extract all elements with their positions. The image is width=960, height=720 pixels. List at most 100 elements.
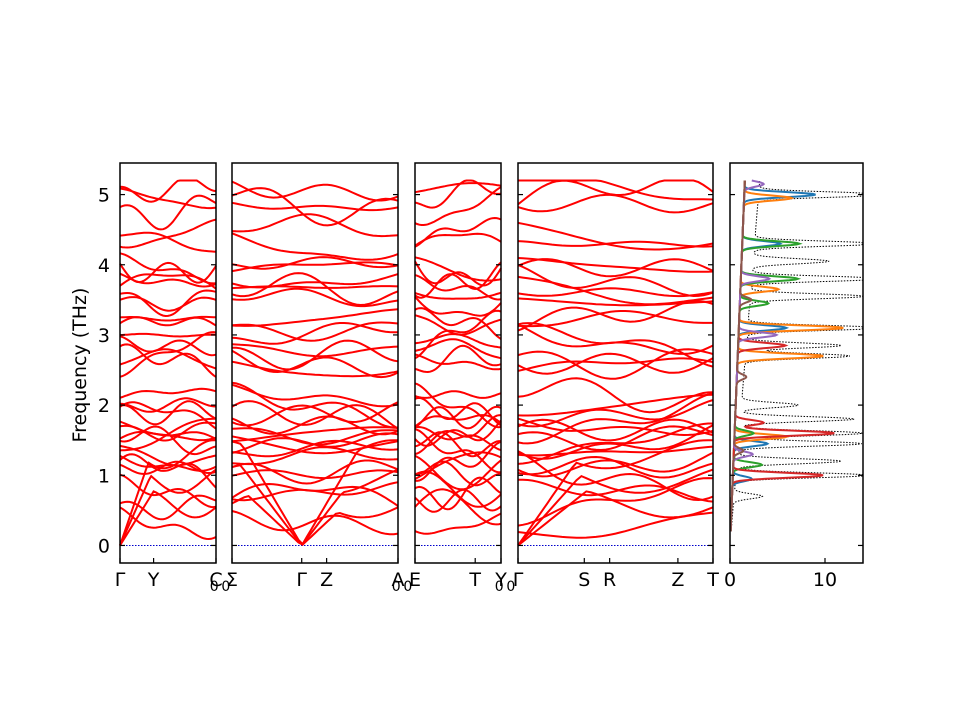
phonon-band [414,488,502,513]
phonon-band [119,296,217,312]
phonon-band [231,308,399,327]
phonon-band [517,297,714,307]
phonon-band [119,468,217,546]
subscript-label: 0 0 [210,579,231,595]
phonon-band [517,425,714,452]
phonon-band [119,444,217,467]
phonon-band [119,179,217,203]
phonon-band [231,272,399,307]
x-tick-label: Γ [115,569,126,591]
x-tick-label: A [392,569,405,591]
phonon-band [231,232,399,261]
x-tick-label: Σ [226,569,238,591]
phonon-band [231,187,399,227]
phonon-band [231,287,399,308]
x-tick-label: Y [147,569,160,591]
phonon-band [517,468,714,547]
phonon-band [414,186,502,226]
phonon-band [119,187,217,210]
phonon-band [414,382,502,429]
phonon-band [231,273,399,289]
phonon-band [231,459,399,485]
phonon-band [119,421,217,442]
phonon-band [414,431,501,458]
phonon-band [119,400,217,426]
phonon-band [414,309,502,360]
phonon-band [518,179,714,201]
phonon-band [119,401,217,430]
phonon-band [119,261,217,284]
phonon-band [414,405,502,430]
phonon-band [231,180,399,202]
x-tick-label: T [468,569,481,591]
phonon-band [231,383,399,408]
x-tick-label: Γ [513,569,524,591]
band-panel: Σ Γ Z A0 0 [226,162,413,595]
x-tick-label: S [578,569,590,591]
phonon-band [119,332,217,338]
panel-frame [119,162,217,564]
phonon-band [414,232,502,247]
phonon-band [414,182,502,194]
panel-frame [231,162,399,564]
phonon-band [414,440,502,482]
phonon-band [414,344,502,374]
phonon-band [414,353,502,371]
phonon-band [119,397,217,413]
phonon-band [517,348,714,380]
phonon-band [517,451,714,478]
projected-dos-curve [729,180,753,532]
phonon-band [414,396,502,427]
phonon-band [119,494,217,521]
y-tick-label: 1 [98,465,110,487]
phonon-band [517,424,714,460]
phonon-band [517,478,714,503]
phonon-band [119,387,217,399]
phonon-band [231,322,399,345]
total-dos-curve [730,180,864,532]
phonon-band [231,201,399,212]
phonon-band [517,352,714,375]
phonon-band [517,377,714,414]
phonon-band [517,511,714,539]
phonon-band [414,260,502,287]
phonon-band [414,179,502,209]
phonon-band [517,258,714,278]
phonon-band [517,310,713,328]
phonon-band [517,417,714,437]
phonon-band [517,399,714,428]
phonon-band [517,439,714,547]
phonon-band [414,291,502,300]
x-tick-label: Z [671,569,684,591]
phonon-band [414,425,502,452]
phonon-band [231,446,399,466]
y-tick-label: 0 [98,535,110,557]
phonon-band [231,435,399,455]
dos-x-tick-label: 0 [724,569,736,591]
phonon-band [231,349,399,379]
phonon-band [414,419,502,447]
phonon-band [119,252,217,285]
phonon-band [119,473,217,509]
phonon-band [414,390,502,399]
y-tick-label: 4 [98,255,110,277]
x-tick-label: Γ [296,569,307,591]
phonon-band [517,393,714,417]
phonon-band [119,315,217,322]
dos-x-tick-label: 10 [813,569,837,591]
subscript-label: 0 0 [495,579,516,595]
phonon-band [231,261,399,273]
dos-panel: 0 10 [724,162,864,591]
phonon-band [231,494,399,546]
phonon-band [231,415,399,436]
phonon-band [517,357,714,372]
phonon-band [517,193,714,214]
phonon-band [231,213,399,238]
phonon-band [414,454,502,491]
phonon-band [414,414,502,455]
phonon-band [517,179,714,206]
phonon-band [517,240,714,248]
subscript-label: 0 0 [392,579,413,595]
